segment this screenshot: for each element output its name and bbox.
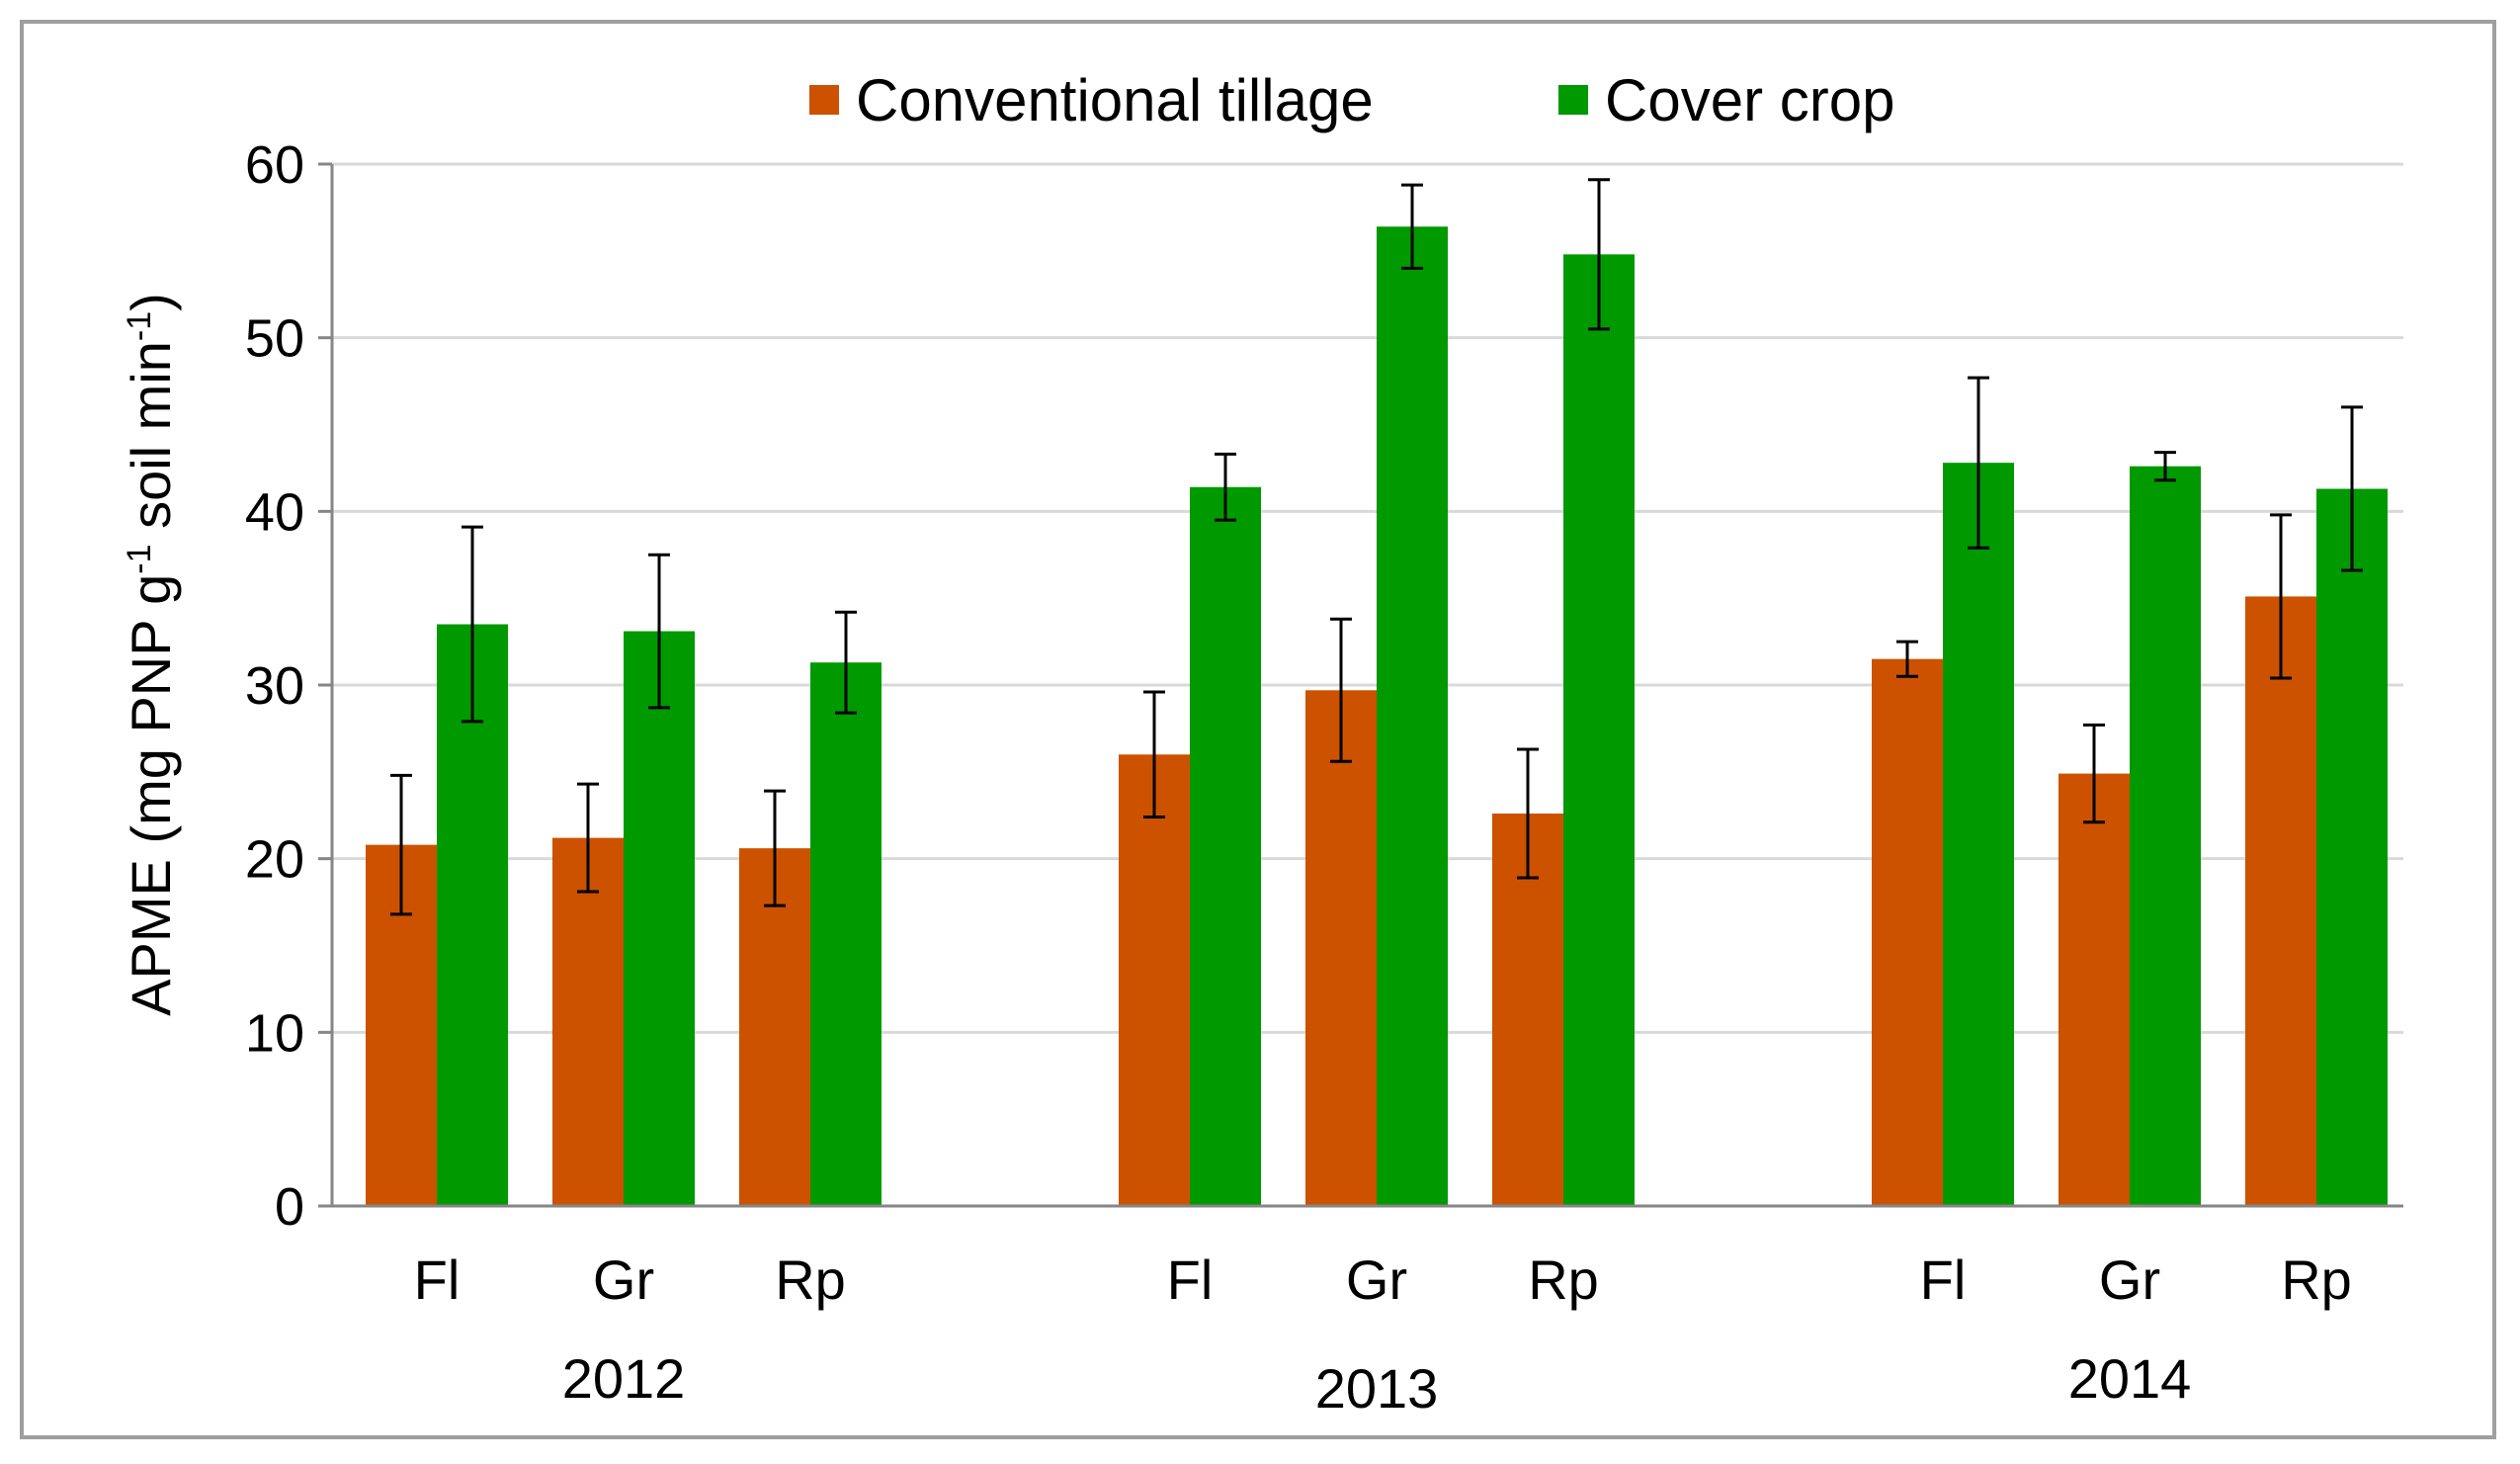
y-tick-label: 20: [245, 830, 304, 890]
bar-cc-2013-Rp: [1563, 254, 1635, 1206]
bar-ct-2014-Fl: [1872, 658, 1943, 1206]
y-tick-label: 50: [245, 309, 304, 369]
y-axis-title-superscript-1: -1: [121, 544, 158, 573]
chart-frame: 0 10 20 30 40 50 60 Fl Gr Rp Fl Gr Rp Fl Gr Rp 2012 2013 2…: [20, 20, 2496, 1439]
chart-svg: 0 10 20 30 40 50 60 Fl Gr Rp Fl Gr Rp Fl Gr Rp 2012 2013 2…: [120, 67, 2403, 1420]
x-group-label-2013: 2013: [1315, 1357, 1439, 1420]
y-tick-label: 40: [245, 482, 304, 542]
bars: [366, 226, 2388, 1207]
y-axis-title-unit: soil min: [120, 341, 182, 544]
y-axis-title-main: APME (mg PNP g: [120, 574, 182, 1016]
bar-ct-2013-Fl: [1119, 754, 1190, 1206]
x-group-label-2012: 2012: [562, 1347, 686, 1410]
bar-cc-2012-Gr: [624, 631, 695, 1206]
legend-label-conventional-tillage: Conventional tillage: [856, 67, 1374, 133]
x-category-label: Fl: [1920, 1249, 1967, 1311]
bar-cc-2013-Gr: [1377, 226, 1448, 1207]
bar-cc-2012-Rp: [810, 662, 882, 1206]
error-bars: [390, 178, 2363, 916]
x-group-label-2014: 2014: [2068, 1347, 2192, 1410]
y-tick-label: 60: [245, 135, 304, 195]
x-category-label: Gr: [2099, 1249, 2160, 1311]
bar-cc-2014-Rp: [2316, 488, 2388, 1206]
legend-swatch-cover-crop: [1558, 85, 1588, 115]
bar-ct-2014-Rp: [2245, 596, 2316, 1206]
y-tick-label: 0: [275, 1177, 304, 1237]
legend-swatch-conventional-tillage: [809, 85, 839, 115]
x-category-label: Rp: [2281, 1249, 2352, 1311]
x-category-label: Gr: [1346, 1249, 1407, 1311]
y-axis-title-close: ): [120, 293, 182, 311]
x-category-label: Rp: [775, 1249, 846, 1311]
bar-cc-2014-Gr: [2130, 466, 2201, 1206]
bar-cc-2014-Fl: [1943, 463, 2014, 1206]
y-tick-label: 30: [245, 656, 304, 716]
bar-ct-2012-Rp: [739, 848, 810, 1206]
bar-cc-2013-Fl: [1190, 486, 1261, 1206]
y-axis-title: APME (mg PNP g-1 soil min-1): [120, 293, 182, 1016]
x-category-label: Fl: [414, 1249, 461, 1311]
legend-label-cover-crop: Cover crop: [1605, 67, 1894, 133]
bar-ct-2013-Gr: [1305, 690, 1377, 1206]
tick-labels: 0 10 20 30 40 50 60 Fl Gr Rp Fl Gr Rp Fl Gr Rp 2012 2013 2…: [245, 135, 2352, 1420]
bar-ct-2012-Gr: [552, 837, 624, 1206]
y-tick-label: 10: [245, 1003, 304, 1063]
x-category-label: Rp: [1528, 1249, 1599, 1311]
bar-ct-2014-Gr: [2058, 773, 2130, 1206]
legend: Conventional tillage Cover crop: [809, 67, 1894, 133]
y-axis-title-superscript-2: -1: [121, 311, 158, 341]
x-category-label: Fl: [1167, 1249, 1214, 1311]
x-category-label: Gr: [593, 1249, 654, 1311]
axes: [318, 162, 2403, 1208]
